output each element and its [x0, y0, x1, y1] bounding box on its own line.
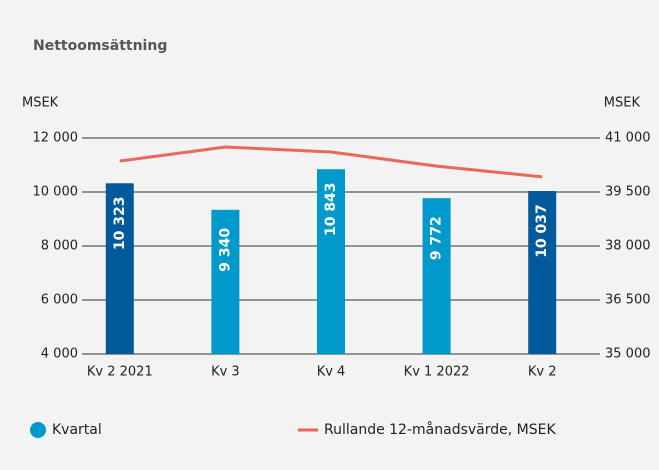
y-tick-label: 8 000: [41, 239, 78, 254]
x-tick-label: Kv 2: [528, 365, 557, 380]
y-axis-label: MSEK: [22, 96, 59, 111]
line: [119, 145, 543, 179]
bar: [211, 209, 240, 354]
bar-value-label: 10 323: [112, 196, 128, 250]
bar: [422, 198, 451, 354]
bar-value-label: 10 037: [534, 204, 550, 258]
y-tick-label: 10 000: [33, 185, 79, 200]
bar: [528, 191, 557, 354]
x-tick-label: Kv 4: [317, 365, 346, 380]
chart-title: Nettoomsättning: [33, 38, 167, 54]
x-tick-label: Kv 3: [211, 365, 240, 380]
y-tick-label: 6 000: [41, 293, 78, 308]
y-tick-label: 4 000: [41, 347, 78, 362]
y2-tick-label: 39 500: [605, 185, 651, 200]
y2-tick-label: 35 000: [605, 347, 651, 362]
bar-value-label: 10 843: [323, 182, 339, 236]
bar: [105, 183, 134, 354]
y2-tick-label: 38 000: [605, 239, 651, 254]
legend-marker: [30, 422, 46, 438]
bar: [317, 169, 345, 354]
legend-label: Kvartal: [52, 422, 102, 438]
y2-axis-label: MSEK: [604, 96, 641, 111]
y2-tick-label: 41 000: [605, 131, 651, 146]
bar-value-label: 9 772: [429, 216, 445, 260]
y2-tick-label: 36 500: [605, 293, 651, 308]
y-tick-label: 12 000: [33, 131, 79, 146]
x-tick-label: Kv 2 2021: [87, 365, 153, 380]
bar-value-label: 9 340: [217, 228, 233, 272]
x-tick-label: Kv 1 2022: [404, 365, 470, 380]
legend-label: Rullande 12-månadsvärde, MSEK: [324, 421, 556, 438]
